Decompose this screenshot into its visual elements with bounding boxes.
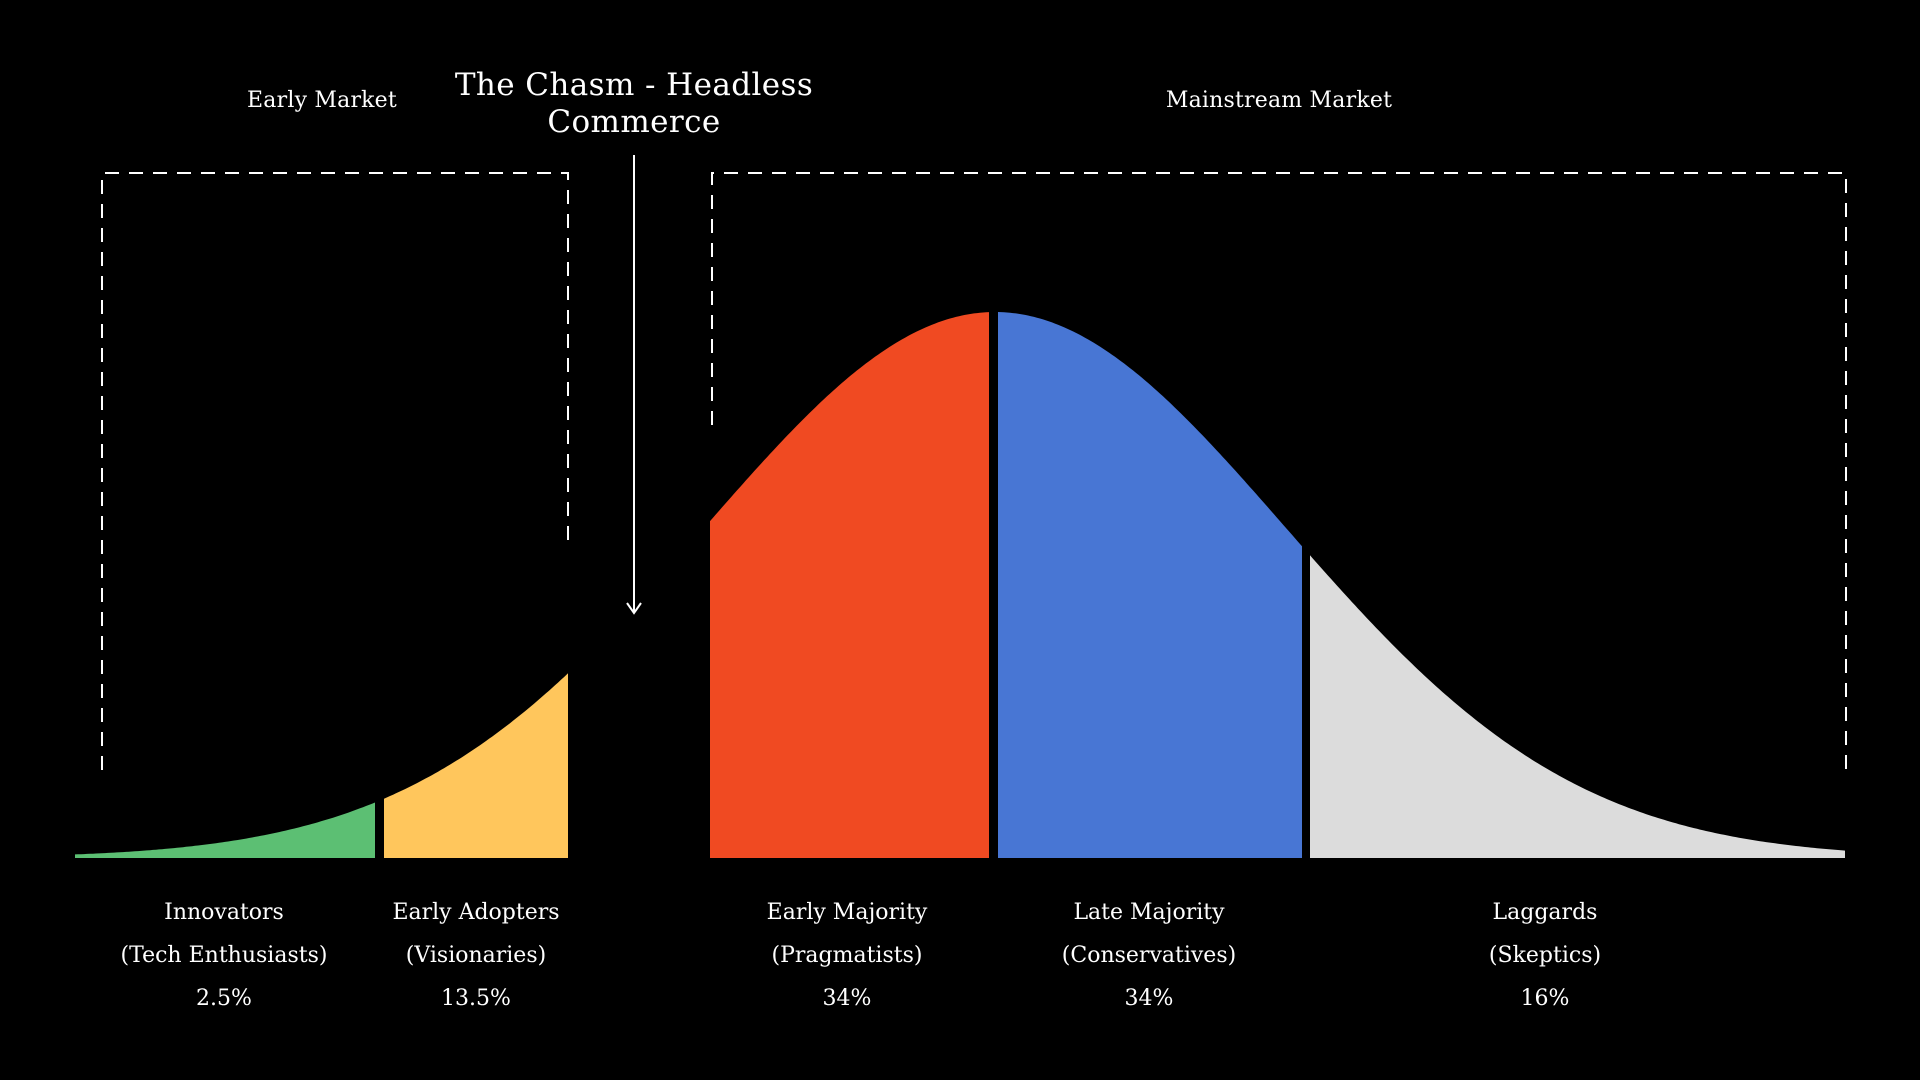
mainstream-market-bracket <box>711 172 1847 770</box>
segment-name: Early Adopters <box>392 900 560 925</box>
segment-share: 34% <box>822 986 872 1011</box>
segment-label-laggards: Laggards (Skeptics) 16% <box>1489 891 1601 1020</box>
chasm-arrow-icon <box>626 155 642 615</box>
chasm-title: The Chasm - Headless Commerce <box>455 67 813 141</box>
early-adopters-area <box>384 673 568 858</box>
segment-subtitle: (Pragmatists) <box>771 943 923 968</box>
innovators-area <box>75 802 375 858</box>
segment-subtitle: (Skeptics) <box>1488 943 1602 968</box>
segment-name: Innovators <box>164 900 284 925</box>
chasm-title-line-1: The Chasm - Headless <box>454 67 814 103</box>
laggards-area <box>1310 555 1845 858</box>
early-market-label: Early Market <box>247 88 397 113</box>
segment-share: 13.5% <box>441 986 511 1011</box>
segment-subtitle: (Conservatives) <box>1061 943 1237 968</box>
segment-name: Late Majority <box>1073 900 1225 925</box>
late-majority-area <box>998 312 1302 858</box>
mainstream-market-label: Mainstream Market <box>1165 88 1393 113</box>
early-majority-area <box>710 312 989 859</box>
segment-share: 16% <box>1520 986 1570 1011</box>
segment-label-late-majority: Late Majority (Conservatives) 34% <box>1062 891 1236 1020</box>
segment-label-early-majority: Early Majority (Pragmatists) 34% <box>767 891 928 1020</box>
segment-label-innovators: Innovators (Tech Enthusiasts) 2.5% <box>121 891 328 1020</box>
chasm-title-line-2: Commerce <box>547 104 721 140</box>
early-market-bracket <box>101 172 569 770</box>
segment-subtitle: (Tech Enthusiasts) <box>120 943 328 968</box>
segment-share: 2.5% <box>196 986 252 1011</box>
segment-share: 34% <box>1124 986 1174 1011</box>
segment-label-early-adopters: Early Adopters (Visionaries) 13.5% <box>392 891 559 1020</box>
segment-name: Laggards <box>1492 900 1598 925</box>
segment-name: Early Majority <box>766 900 928 925</box>
segment-subtitle: (Visionaries) <box>405 943 547 968</box>
